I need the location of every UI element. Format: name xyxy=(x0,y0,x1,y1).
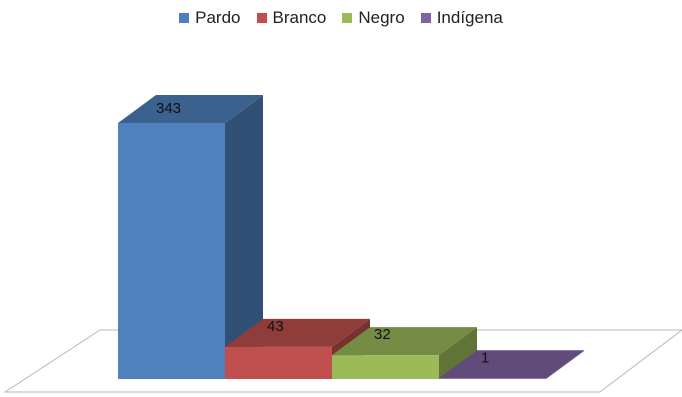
legend-swatch-negro xyxy=(342,13,353,23)
data-label-indigena: 1 xyxy=(481,349,489,366)
bar-side-negro xyxy=(439,327,477,379)
bar-branco xyxy=(225,318,370,379)
bar-top-branco xyxy=(225,318,370,347)
chart-floor xyxy=(3,329,682,393)
data-label-negro: 32 xyxy=(374,326,391,343)
data-label-pardo: 343 xyxy=(156,100,181,117)
bar-front-branco xyxy=(225,346,332,379)
legend-label-pardo: Pardo xyxy=(195,8,241,27)
bar-front-negro xyxy=(332,355,439,379)
bars-group xyxy=(118,95,584,379)
bar-negro xyxy=(332,327,477,379)
bar-top-indigena xyxy=(439,350,584,379)
bar-side-pardo xyxy=(225,95,263,379)
bar-top-pardo xyxy=(118,95,263,123)
legend-item-negro: Negro xyxy=(342,8,405,28)
legend-label-branco: Branco xyxy=(272,8,327,27)
legend-item-branco: Branco xyxy=(256,8,327,28)
data-label-branco: 43 xyxy=(267,318,284,335)
legend-label-negro: Negro xyxy=(358,8,405,27)
legend: Pardo Branco Negro Indígena xyxy=(0,8,682,28)
legend-item-indigena: Indígena xyxy=(420,8,503,28)
legend-swatch-branco xyxy=(256,13,267,23)
bar-front-pardo xyxy=(118,123,225,379)
legend-item-pardo: Pardo xyxy=(179,8,241,28)
bar-front-indigena xyxy=(439,378,546,379)
bar-indigena xyxy=(439,350,584,379)
legend-swatch-indigena xyxy=(420,13,431,23)
bar-side-indigena xyxy=(546,350,584,379)
legend-label-indigena: Indígena xyxy=(436,8,503,27)
floor-plane xyxy=(3,329,682,393)
legend-swatch-pardo xyxy=(179,13,190,23)
data-labels-group: 343 43 32 1 xyxy=(156,100,489,366)
bar-pardo xyxy=(118,95,263,379)
bar-top-negro xyxy=(332,327,477,356)
